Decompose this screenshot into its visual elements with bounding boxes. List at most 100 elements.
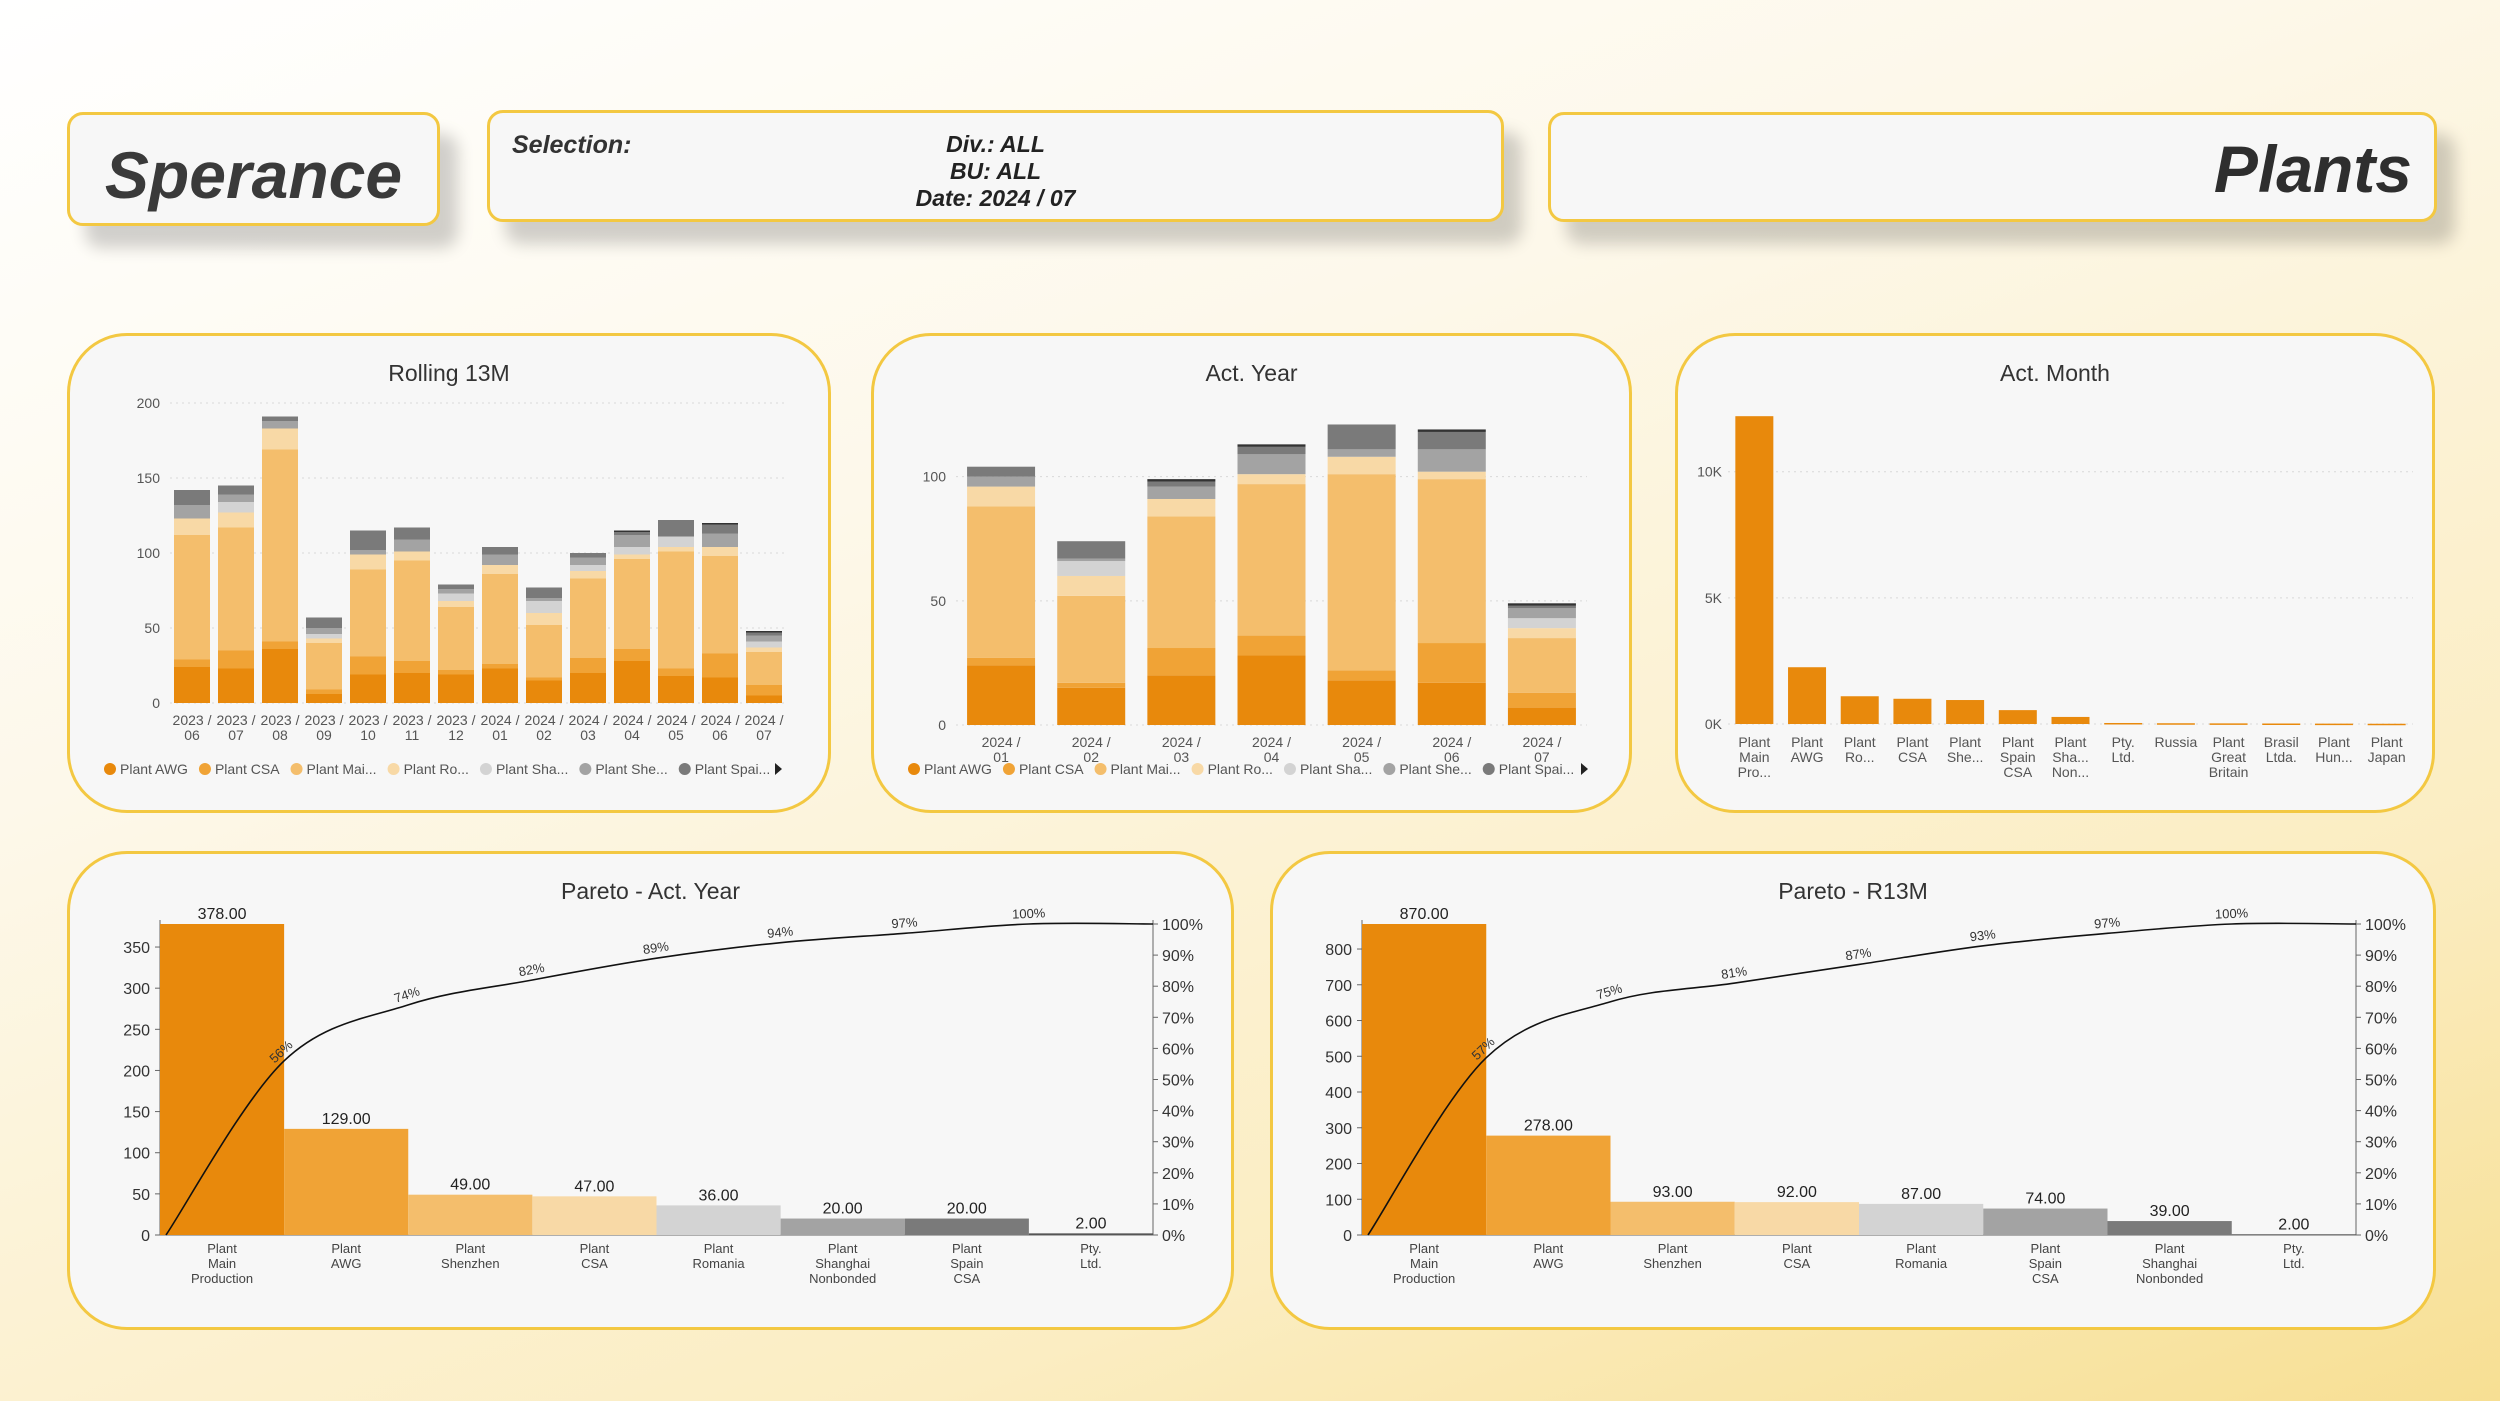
bar-segment <box>967 657 1036 666</box>
y-tick-label: 5K <box>1705 590 1723 606</box>
bar-segment <box>967 665 1036 725</box>
y-tick-label: 50 <box>930 593 946 609</box>
y2-tick-label: 20% <box>2365 1166 2397 1183</box>
y-tick-label: 200 <box>137 395 161 411</box>
bar-segment <box>1237 474 1306 485</box>
x-tick-label: Plant AWG <box>1533 1241 1564 1271</box>
x-tick-label: Plant Main Pro... <box>1738 734 1771 780</box>
x-tick-label: 2023 /12 <box>437 712 476 743</box>
legend-label: Plant Sha... <box>496 761 568 777</box>
act-month-card: Act. Month 0K 5K 10K Plant Main Pro... Plant AW… <box>1675 333 2435 813</box>
bar-segment <box>614 559 650 649</box>
bar-segment <box>1327 449 1396 457</box>
bar <box>2107 1221 2232 1235</box>
rolling-13m-card: Rolling 13M 0 50 100 150 200 2023 /06 2023 /07… <box>67 333 831 813</box>
bar <box>1946 700 1985 724</box>
x-tick-label: 2024 /03 <box>1162 734 1201 765</box>
y2-tick-label: 90% <box>2365 948 2397 965</box>
cumulative-label: 75% <box>1595 980 1625 1002</box>
y-tick-label: 100 <box>123 1146 150 1163</box>
bar <box>1893 698 1932 724</box>
bar-segment <box>1057 687 1126 725</box>
y-tick-label: 350 <box>123 940 150 957</box>
bar-segment <box>1417 471 1486 480</box>
x-tick-label: 2024 /07 <box>745 712 784 743</box>
bar-segment <box>218 485 254 495</box>
legend-swatch <box>678 763 691 775</box>
bar-segment <box>1057 541 1126 559</box>
legend-scroll-arrow-icon <box>775 763 782 775</box>
x-tick-label: Plant Spain CSA <box>950 1241 983 1286</box>
x-tick-label: Plant Shenzhen <box>1643 1241 1702 1271</box>
legend-label: Plant She... <box>1399 761 1471 777</box>
legend-label: Plant Mai... <box>307 761 377 777</box>
legend-label: Plant Ro... <box>404 761 469 777</box>
bar-segment <box>702 556 738 654</box>
y-tick-label: 0 <box>152 695 160 711</box>
bar-segment <box>350 656 386 675</box>
y-tick-label: 400 <box>1325 1085 1352 1102</box>
bar-segment <box>1147 516 1216 649</box>
bar-segment <box>967 466 1036 477</box>
y-tick-label: 0K <box>1705 716 1723 732</box>
bar <box>2156 723 2195 725</box>
bar-segment <box>1147 479 1216 482</box>
y-tick-label: 700 <box>1325 978 1352 995</box>
y-tick-label: 150 <box>137 470 161 486</box>
bar <box>1610 1201 1735 1235</box>
bar-segment <box>394 527 430 540</box>
bar-segment <box>1237 454 1306 475</box>
legend-swatch <box>198 763 211 775</box>
bar-segment <box>570 553 606 558</box>
x-tick-label: 2023 /06 <box>173 712 212 743</box>
cumulative-line <box>165 922 1154 1236</box>
bar-segment <box>350 674 386 703</box>
selection-label: Selection: <box>512 131 632 159</box>
bar-segment <box>746 632 782 636</box>
bar-segment <box>1237 484 1306 636</box>
bar <box>656 1205 781 1235</box>
bar-segment <box>658 668 694 676</box>
y2-tick-label: 40% <box>1162 1104 1194 1121</box>
bar-segment <box>614 530 650 532</box>
bar-segment <box>174 667 210 703</box>
bar-segment <box>482 668 518 703</box>
bar-segment <box>526 587 562 598</box>
x-tick-label: Plant Hun... <box>2315 734 2352 765</box>
bar-segment <box>614 535 650 547</box>
x-tick-label: Plant Romania <box>1895 1241 1948 1271</box>
y-tick-label: 0 <box>1343 1228 1352 1245</box>
bar-segment <box>658 551 694 669</box>
x-tick-label: Plant Spain CSA <box>2000 734 2036 780</box>
x-tick-label: Plant Great Britain <box>2209 734 2249 780</box>
bar-segment <box>658 676 694 703</box>
x-tick-label: 2023 /10 <box>349 712 388 743</box>
bar-segment <box>746 635 782 642</box>
bar-segment <box>262 449 298 642</box>
x-tick-label: Plant Shanghai Nonbonded <box>2136 1241 2203 1286</box>
bar-segment <box>570 557 606 565</box>
x-tick-label: 2024 /03 <box>569 712 608 743</box>
bar-segment <box>570 565 606 571</box>
y-tick-label: 600 <box>1325 1014 1352 1031</box>
bar <box>1983 1208 2108 1235</box>
pareto-r13m-chart: 0 100 200 300 400 500 600 700 800 0% 10% 20% 30% 40% 5… <box>1325 905 2406 1286</box>
pareto-act-year-card: Pareto - Act. Year 0 50 100 150 200 250 300 350… <box>67 851 1234 1330</box>
bar-segment <box>1417 643 1486 683</box>
bar-segment <box>526 601 562 613</box>
bar-segment <box>262 428 298 450</box>
bar <box>2209 723 2248 725</box>
bar-segment <box>702 653 738 678</box>
bar-segment <box>394 539 430 552</box>
cumulative-label: 87% <box>1844 945 1872 964</box>
y-tick-label: 250 <box>123 1022 150 1039</box>
act-month-chart: 0K 5K 10K Plant Main Pro... Plant AWG Plant Ro...… <box>1697 416 2413 780</box>
bar <box>1028 1233 1153 1235</box>
bar-segment <box>174 505 210 519</box>
x-tick-label: Plant Japan <box>2368 734 2406 765</box>
selection-date: Date: 2024 / 07 <box>915 185 1076 211</box>
x-tick-label: Plant AWG <box>331 1241 362 1271</box>
bar-segment <box>218 502 254 513</box>
bar-segment <box>482 554 518 565</box>
bar <box>1788 667 1827 724</box>
